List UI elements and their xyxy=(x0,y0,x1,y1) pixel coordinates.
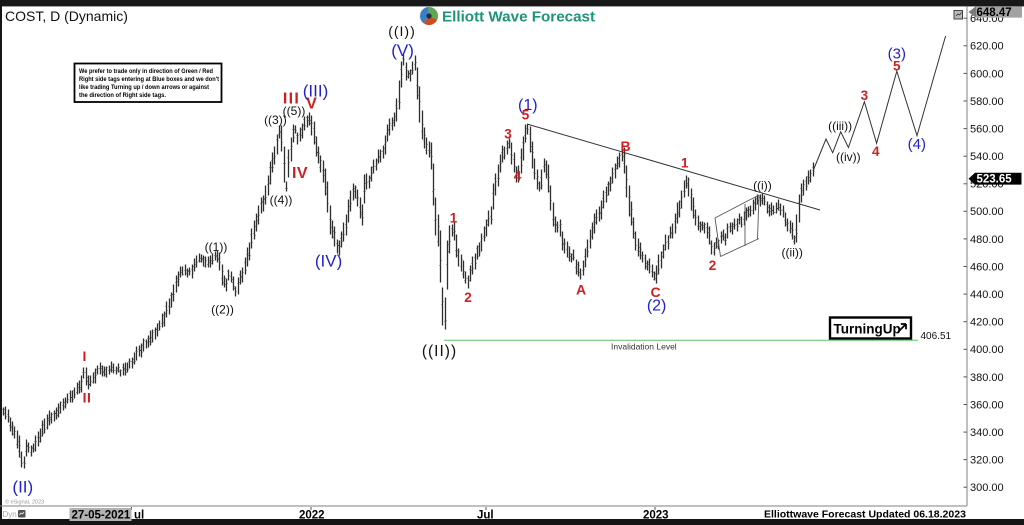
svg-text:Elliottwave Forecast Updated 0: Elliottwave Forecast Updated 06.18.2023 xyxy=(764,509,966,521)
svg-text:C: C xyxy=(650,284,660,300)
svg-text:(III): (III) xyxy=(303,82,329,101)
svg-text:500.00: 500.00 xyxy=(970,206,1004,218)
svg-text:((iii)): ((iii)) xyxy=(828,119,852,133)
svg-text:2: 2 xyxy=(464,290,472,305)
svg-text:1: 1 xyxy=(681,155,689,170)
svg-text:2: 2 xyxy=(709,258,717,273)
svg-text:((4)): ((4)) xyxy=(270,193,293,207)
svg-text:3: 3 xyxy=(861,88,869,103)
svg-text:340.00: 340.00 xyxy=(970,427,1004,439)
svg-text:406.51: 406.51 xyxy=(921,331,952,342)
svg-text:A: A xyxy=(576,282,586,298)
svg-text:1: 1 xyxy=(450,210,458,225)
svg-text:((1)): ((1)) xyxy=(205,240,228,254)
svg-text:(V): (V) xyxy=(391,41,414,60)
svg-text:Invalidation Level: Invalidation Level xyxy=(611,342,677,352)
svg-text:like trading Turning up / down: like trading Turning up / down arrows or… xyxy=(79,84,210,91)
svg-text:((II)): ((II)) xyxy=(422,343,457,360)
svg-text:TurningUp: TurningUp xyxy=(834,322,901,337)
svg-text:4: 4 xyxy=(872,144,880,159)
svg-text:27-05-2021: 27-05-2021 xyxy=(72,509,131,521)
svg-text:620.00: 620.00 xyxy=(970,41,1004,53)
svg-text:(II): (II) xyxy=(12,478,33,497)
svg-text:648.47: 648.47 xyxy=(977,7,1012,19)
svg-text:2023: 2023 xyxy=(643,509,669,521)
svg-text:Dyn: Dyn xyxy=(3,510,17,519)
svg-text:(4): (4) xyxy=(908,136,926,153)
svg-text:B: B xyxy=(620,138,630,154)
svg-text:((I)): ((I)) xyxy=(388,23,416,39)
svg-text:We prefer to trade only in dir: We prefer to trade only in direction of … xyxy=(79,68,213,75)
svg-text:V: V xyxy=(306,95,317,112)
svg-text:(3): (3) xyxy=(888,45,906,62)
svg-text:360.00: 360.00 xyxy=(970,399,1004,411)
svg-text:Jul: Jul xyxy=(477,509,494,521)
svg-text:(1): (1) xyxy=(518,97,538,114)
svg-text:480.00: 480.00 xyxy=(970,234,1004,246)
svg-text:III: III xyxy=(283,90,300,107)
svg-text:320.00: 320.00 xyxy=(970,455,1004,467)
svg-text:560.00: 560.00 xyxy=(970,123,1004,135)
svg-text:((iv)): ((iv)) xyxy=(836,150,861,164)
svg-text:II: II xyxy=(83,390,92,406)
svg-text:3: 3 xyxy=(504,126,512,141)
svg-text:420.00: 420.00 xyxy=(970,317,1004,329)
svg-text:5: 5 xyxy=(893,58,901,73)
svg-text:(IV): (IV) xyxy=(315,252,342,271)
svg-text:460.00: 460.00 xyxy=(970,261,1004,273)
svg-text:I: I xyxy=(83,348,87,364)
svg-text:440.00: 440.00 xyxy=(970,289,1004,301)
svg-text:523.65: 523.65 xyxy=(977,174,1013,186)
svg-text:580.00: 580.00 xyxy=(970,96,1004,108)
svg-text:300.00: 300.00 xyxy=(970,482,1004,494)
svg-text:the direction of Right side ta: the direction of Right side tags. xyxy=(79,92,166,99)
svg-text:ul: ul xyxy=(134,509,144,521)
svg-text:((ii)): ((ii)) xyxy=(782,245,803,259)
svg-text:600.00: 600.00 xyxy=(970,68,1004,80)
svg-text:COST, D (Dynamic): COST, D (Dynamic) xyxy=(5,8,128,24)
svg-text:4: 4 xyxy=(514,168,522,183)
svg-text:((5)): ((5)) xyxy=(283,104,306,118)
svg-text:Right side tags entering at Bl: Right side tags entering at Blue boxes a… xyxy=(79,76,220,83)
svg-text:© eSignal, 2023: © eSignal, 2023 xyxy=(5,499,44,506)
svg-text:((3)): ((3)) xyxy=(264,113,287,127)
svg-text:540.00: 540.00 xyxy=(970,151,1004,163)
svg-text:400.00: 400.00 xyxy=(970,344,1004,356)
svg-text:((2)): ((2)) xyxy=(211,302,234,316)
svg-text:(2): (2) xyxy=(647,297,667,314)
svg-text:2022: 2022 xyxy=(299,509,325,521)
svg-text:((i)): ((i)) xyxy=(753,178,772,192)
svg-text:380.00: 380.00 xyxy=(970,372,1004,384)
svg-text:IV: IV xyxy=(292,165,308,182)
svg-text:5: 5 xyxy=(522,107,530,122)
svg-text:Elliott Wave Forecast: Elliott Wave Forecast xyxy=(442,9,595,26)
